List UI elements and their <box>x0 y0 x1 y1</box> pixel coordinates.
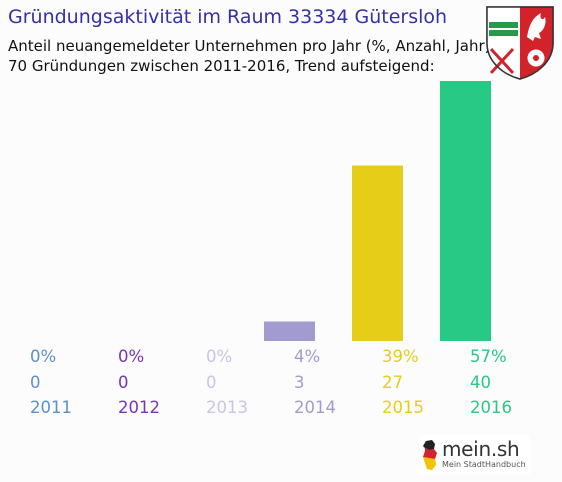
count-label-2011: 0 <box>30 373 41 392</box>
year-label-2012: 2012 <box>118 398 160 417</box>
chart-summary: 70 Gründungen zwischen 2011-2016, Trend … <box>8 57 435 75</box>
count-label-2014: 3 <box>294 373 305 392</box>
bar-2015 <box>352 165 403 341</box>
logo-wordmark: mein.sh <box>442 437 520 461</box>
count-label-2015: 27 <box>382 373 403 392</box>
percent-label-2013: 0% <box>206 347 233 366</box>
year-label-2016: 2016 <box>470 398 512 417</box>
chart-title: Gründungsaktivität im Raum 33334 Gütersl… <box>8 6 448 28</box>
count-label-2016: 40 <box>470 373 491 392</box>
percent-label-2016: 57% <box>470 347 507 366</box>
year-label-2011: 2011 <box>30 398 72 417</box>
count-label-2012: 0 <box>118 373 129 392</box>
year-label-2015: 2015 <box>382 398 424 417</box>
nrw-coat-of-arms-icon <box>486 6 554 80</box>
year-label-2014: 2014 <box>294 398 336 417</box>
bar-2016 <box>440 81 491 341</box>
count-label-2013: 0 <box>206 373 217 392</box>
percent-label-2014: 4% <box>294 347 321 366</box>
germany-map-icon <box>423 440 437 470</box>
percent-label-2012: 0% <box>118 347 145 366</box>
logo-tagline: Mein StadtHandbuch <box>442 460 526 469</box>
bar-2014 <box>264 321 315 341</box>
percent-label-2015: 39% <box>382 347 419 366</box>
chart-subtitle: Anteil neuangemeldeter Unternehmen pro J… <box>8 37 491 55</box>
year-label-2013: 2013 <box>206 398 248 417</box>
percent-label-2011: 0% <box>30 347 57 366</box>
mein-sh-logo[interactable]: mein.sh Mein StadtHandbuch <box>420 435 530 475</box>
